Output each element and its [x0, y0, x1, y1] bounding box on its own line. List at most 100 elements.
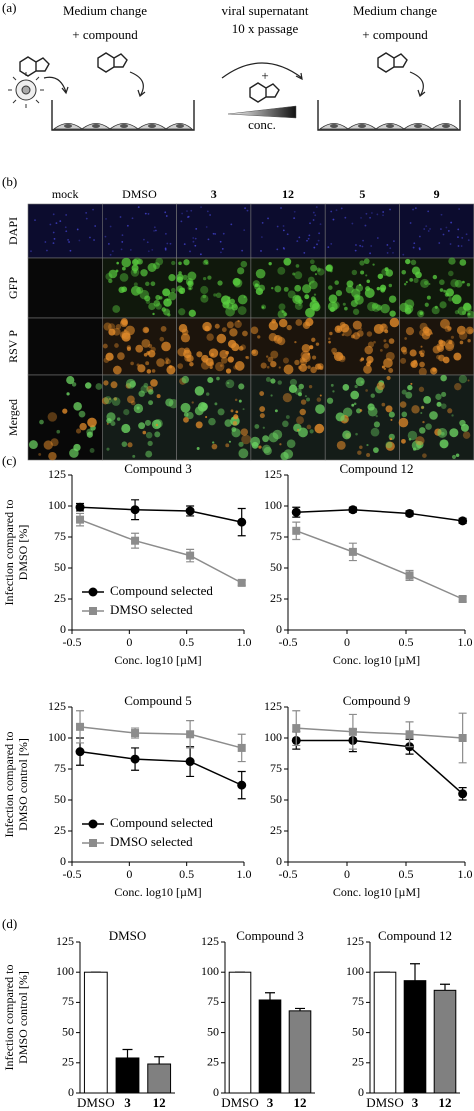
fluorescence-spot: [413, 242, 416, 245]
fluorescence-spot: [225, 368, 232, 374]
fluorescence-spot: [87, 417, 97, 428]
fluorescence-spot: [294, 284, 302, 292]
fluorescence-spot: [262, 435, 269, 443]
fluorescence-spot: [155, 294, 161, 301]
fluorescence-spot: [449, 428, 459, 438]
data-point: [405, 571, 414, 580]
fluorescence-spot: [220, 251, 222, 254]
fluorescence-spot: [206, 210, 209, 213]
column-header: 5: [359, 187, 365, 201]
x-tick-label: 0.5: [179, 635, 194, 649]
fluorescence-spot: [376, 381, 385, 391]
fluorescence-spot: [127, 395, 135, 404]
fluorescence-spot: [184, 354, 192, 362]
fluorescence-spot: [319, 223, 322, 226]
y-tick-label: 100: [56, 964, 74, 978]
fluorescence-spot: [147, 213, 150, 215]
fluorescence-spot: [466, 283, 471, 287]
y-tick-label: 0: [213, 1085, 219, 1099]
x-tick-label: 1.0: [458, 867, 473, 881]
fluorescence-spot: [412, 208, 414, 211]
fluorescence-spot: [375, 414, 378, 418]
fluorescence-spot: [429, 228, 431, 230]
data-point: [131, 729, 140, 738]
fluorescence-spot: [65, 214, 68, 216]
fluorescence-spot: [147, 440, 153, 447]
fluorescence-spot: [360, 270, 365, 275]
fluorescence-spot: [298, 427, 308, 438]
fluorescence-spot: [457, 236, 459, 239]
fluorescence-spot: [439, 318, 450, 329]
legend-marker: [88, 587, 98, 597]
y-axis-label: DMSO control [%]: [16, 738, 30, 831]
fluorescence-spot: [111, 250, 114, 253]
fluorescence-spot: [164, 248, 167, 251]
fluorescence-spot: [440, 403, 447, 409]
fluorescence-spot: [423, 228, 426, 230]
x-tick-label: DMSO: [221, 1095, 259, 1110]
fluorescence-spot: [196, 351, 203, 358]
fluorescence-spot: [170, 287, 176, 293]
fluorescence-spot: [447, 230, 450, 232]
fluorescence-spot: [458, 374, 468, 384]
fluorescence-spot: [67, 238, 69, 241]
fluorescence-spot: [266, 365, 270, 369]
compound-icon: [19, 52, 408, 103]
fluorescence-spot: [214, 402, 218, 406]
fluorescence-spot: [181, 212, 184, 215]
fluorescence-spot: [340, 207, 343, 210]
fluorescence-spot: [273, 335, 281, 342]
fluorescence-spot: [454, 382, 462, 391]
fluorescence-spot: [373, 447, 379, 453]
fluorescence-spot: [282, 393, 292, 403]
legend-label: DMSO selected: [110, 834, 193, 849]
data-point: [292, 526, 301, 535]
fluorescence-spot: [160, 326, 167, 332]
fluorescence-spot: [151, 369, 156, 373]
fluorescence-spot: [344, 216, 347, 219]
fluorescence-spot: [144, 419, 151, 426]
fluorescence-spot: [367, 301, 377, 312]
bar: [83, 971, 108, 1094]
fluorescence-spot: [205, 415, 208, 419]
fluorescence-spot: [365, 389, 368, 392]
fluorescence-spot: [315, 342, 320, 346]
fluorescence-spot: [366, 331, 373, 337]
fluorescence-spot: [410, 360, 418, 368]
fluorescence-spot: [217, 280, 223, 286]
fluorescence-spot: [143, 352, 148, 357]
fluorescence-spot: [457, 306, 467, 316]
fluorescence-spot: [79, 422, 87, 431]
fluorescence-spot: [294, 340, 297, 344]
fluorescence-spot: [150, 379, 158, 387]
y-axis-label: DMSO control [%]: [16, 971, 30, 1064]
fluorescence-spot: [389, 437, 393, 441]
fluorescence-spot: [165, 398, 174, 407]
fluorescence-spot: [200, 206, 202, 209]
fluorescence-spot: [390, 418, 393, 421]
fluorescence-spot: [401, 438, 406, 444]
fluorescence-spot: [241, 249, 244, 252]
fluorescence-spot: [260, 236, 263, 238]
y-tick-label: 25: [54, 591, 66, 605]
fluorescence-spot: [101, 397, 110, 405]
x-tick-label: 12: [294, 1095, 307, 1110]
fluorescence-spot: [237, 267, 245, 275]
fluorescence-spot: [400, 357, 407, 364]
fluorescence-spot: [145, 361, 150, 366]
fluorescence-spot: [180, 402, 191, 413]
data-point: [458, 595, 467, 603]
fluorescence-spot: [414, 207, 417, 210]
y-tick-label: 75: [54, 761, 66, 775]
fluorescence-spot: [259, 391, 265, 396]
y-tick-label: 50: [270, 792, 282, 806]
fluorescence-spot: [430, 367, 438, 375]
fluorescence-spot: [412, 246, 415, 249]
fluorescence-spot: [199, 253, 202, 256]
fluorescence-spot: [294, 359, 300, 366]
fluorescence-spot: [412, 447, 417, 451]
fluorescence-spot: [66, 392, 70, 396]
fluorescence-spot: [304, 395, 308, 398]
y-tick-label: 100: [48, 730, 66, 744]
